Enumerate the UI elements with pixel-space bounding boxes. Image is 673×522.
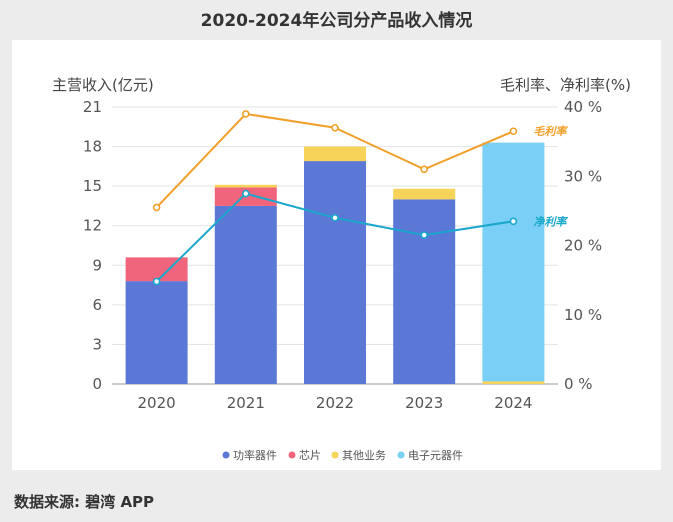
line-point: [509, 217, 518, 226]
legend-marker: [222, 451, 230, 459]
x-tick-label: 2024: [494, 394, 532, 412]
legend-label: 芯片: [299, 448, 321, 462]
line-point: [420, 231, 429, 239]
y-right-tick-label: 20 %: [564, 237, 602, 255]
bar-segment: [125, 257, 188, 282]
bar-segment: [125, 281, 188, 384]
legend-marker: [331, 451, 339, 459]
y-axis-left-title: 主营收入(亿元): [52, 76, 154, 94]
x-tick-label: 2021: [227, 394, 265, 412]
legend-label: 电子元器件: [408, 449, 463, 462]
x-tick-label: 2020: [138, 394, 176, 412]
line-end-label: 净利率: [533, 215, 568, 228]
bar-segment: [393, 199, 456, 384]
y-right-tick-label: 40 %: [564, 98, 602, 116]
bar-segment: [214, 205, 277, 384]
y-left-tick-label: 6: [92, 296, 102, 314]
line-point: [331, 123, 339, 132]
line-end-label: 毛利率: [533, 125, 568, 138]
y-left-tick-label: 0: [92, 375, 102, 393]
line-point: [242, 110, 250, 118]
line-point: [152, 203, 161, 212]
data-source: 数据来源: 碧湾 APP: [14, 493, 155, 511]
line-point: [420, 165, 429, 174]
y-right-tick-label: 0 %: [564, 375, 593, 393]
chart-panel: 主营收入(亿元) 毛利率、净利率(%) 0 3 6 9 12 15 18 21 0 % 10 % 20 …: [12, 40, 661, 470]
y-left-tick-label: 18: [83, 138, 102, 156]
y-right-tick-label: 10 %: [564, 306, 602, 324]
chart-title: 2020-2024年公司分产品收入情况: [200, 11, 473, 31]
line-point: [242, 189, 250, 198]
y-left-tick-label: 12: [83, 217, 102, 235]
x-tick-label: 2023: [405, 394, 443, 412]
combo-chart: 主营收入(亿元) 毛利率、净利率(%) 0 3 6 9 12 15 18 21 0 % 10 % 20 …: [52, 76, 631, 462]
legend-label: 其他业务: [342, 449, 386, 462]
y-axis-right-title: 毛利率、净利率(%): [500, 76, 631, 94]
legend-marker: [288, 451, 296, 459]
bar-segment: [393, 188, 456, 200]
line-point: [509, 127, 518, 136]
bar-segment: [304, 146, 366, 162]
bar-segment: [482, 142, 545, 382]
y-left-tick-label: 3: [92, 335, 102, 353]
x-tick-label: 2022: [316, 394, 354, 412]
bar-segment: [214, 184, 277, 188]
bar-segment: [482, 381, 545, 384]
y-left-tick-label: 9: [92, 256, 102, 274]
y-right-tick-label: 30 %: [564, 167, 602, 185]
line-point: [331, 214, 339, 222]
y-left-tick-label: 15: [83, 177, 102, 195]
y-left-tick-label: 21: [83, 98, 102, 116]
bar-segment: [304, 161, 366, 384]
legend-label: 功率器件: [233, 448, 277, 462]
line-point: [152, 277, 161, 286]
legend-marker: [397, 451, 405, 459]
